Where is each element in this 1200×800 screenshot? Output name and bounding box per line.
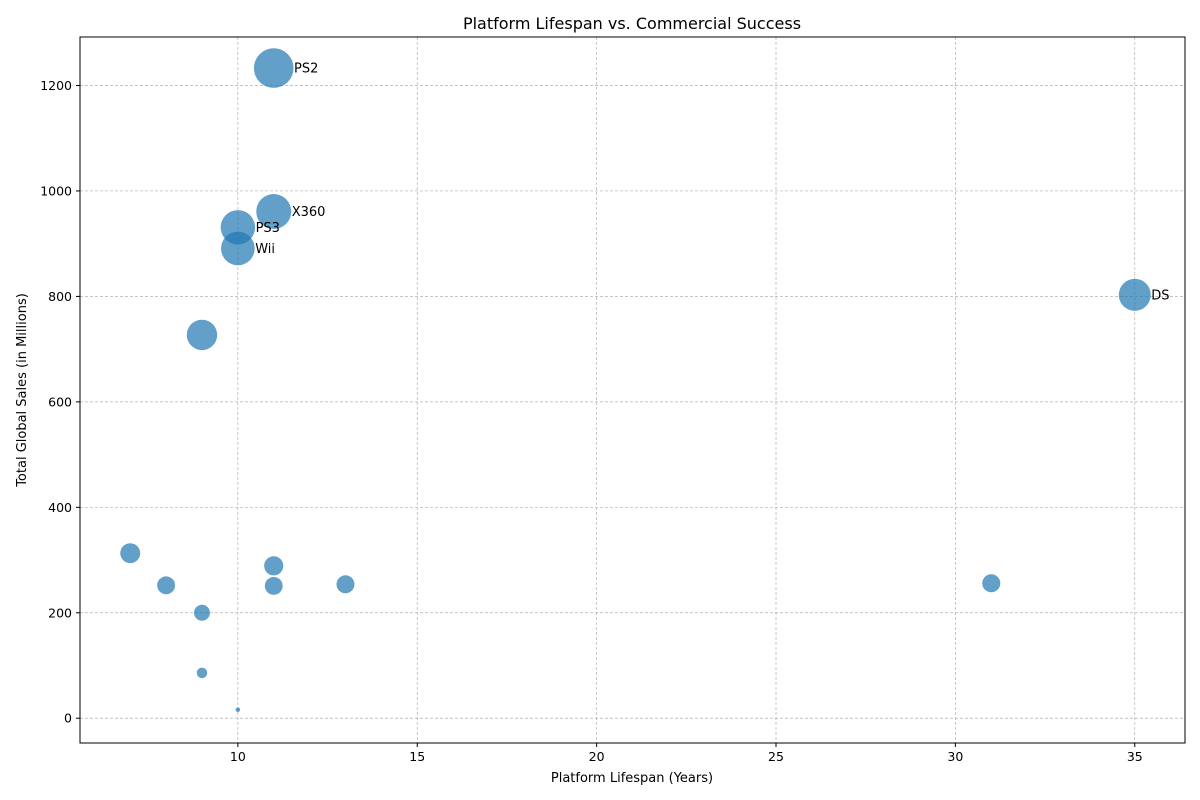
data-point	[196, 667, 208, 679]
y-tick-label: 600	[48, 394, 72, 409]
x-tick-label: 15	[409, 749, 425, 764]
plot-frame	[79, 36, 1186, 744]
data-point	[982, 574, 1001, 593]
data-point	[264, 576, 283, 595]
point-label: X360	[292, 205, 326, 220]
y-tick-label: 1200	[40, 78, 72, 93]
data-point	[186, 319, 218, 351]
y-tick-label: 1000	[40, 183, 72, 198]
x-tick-label: 10	[230, 749, 246, 764]
point-label: PS2	[294, 62, 318, 77]
data-point	[221, 231, 255, 266]
grid	[80, 37, 1185, 743]
point-label: DS	[1151, 288, 1169, 303]
x-tick-label: 25	[768, 749, 784, 764]
y-tick-label: 400	[48, 500, 72, 515]
point-label: Wii	[255, 242, 275, 257]
x-tick-label: 30	[947, 749, 963, 764]
data-point	[235, 707, 241, 713]
point-label: PS3	[256, 221, 280, 236]
data-point	[194, 604, 210, 621]
x-tick-label: 35	[1127, 749, 1143, 764]
x-axis-label: Platform Lifespan (Years)	[551, 771, 713, 786]
chart-title: Platform Lifespan vs. Commercial Success	[463, 14, 801, 33]
data-point	[1118, 278, 1151, 311]
annotations: PS2 X360 PS3 Wii DS	[255, 62, 1169, 304]
x-tick-label: 20	[589, 749, 605, 764]
data-point	[336, 575, 355, 594]
y-axis-label: Total Global Sales (in Millions)	[15, 293, 30, 488]
data-point	[120, 543, 141, 564]
y-tick-label: 0	[64, 711, 72, 726]
data-point	[253, 48, 294, 88]
y-axis-ticks: 0 200 400 600 800 1000 1200	[40, 78, 80, 726]
data-points	[120, 48, 1151, 713]
y-tick-label: 800	[48, 289, 72, 304]
data-point	[264, 556, 284, 576]
y-tick-label: 200	[48, 605, 72, 620]
data-point	[157, 576, 176, 595]
data-point	[256, 194, 292, 230]
x-axis-ticks: 10 15 20 25 30 35	[230, 743, 1143, 764]
